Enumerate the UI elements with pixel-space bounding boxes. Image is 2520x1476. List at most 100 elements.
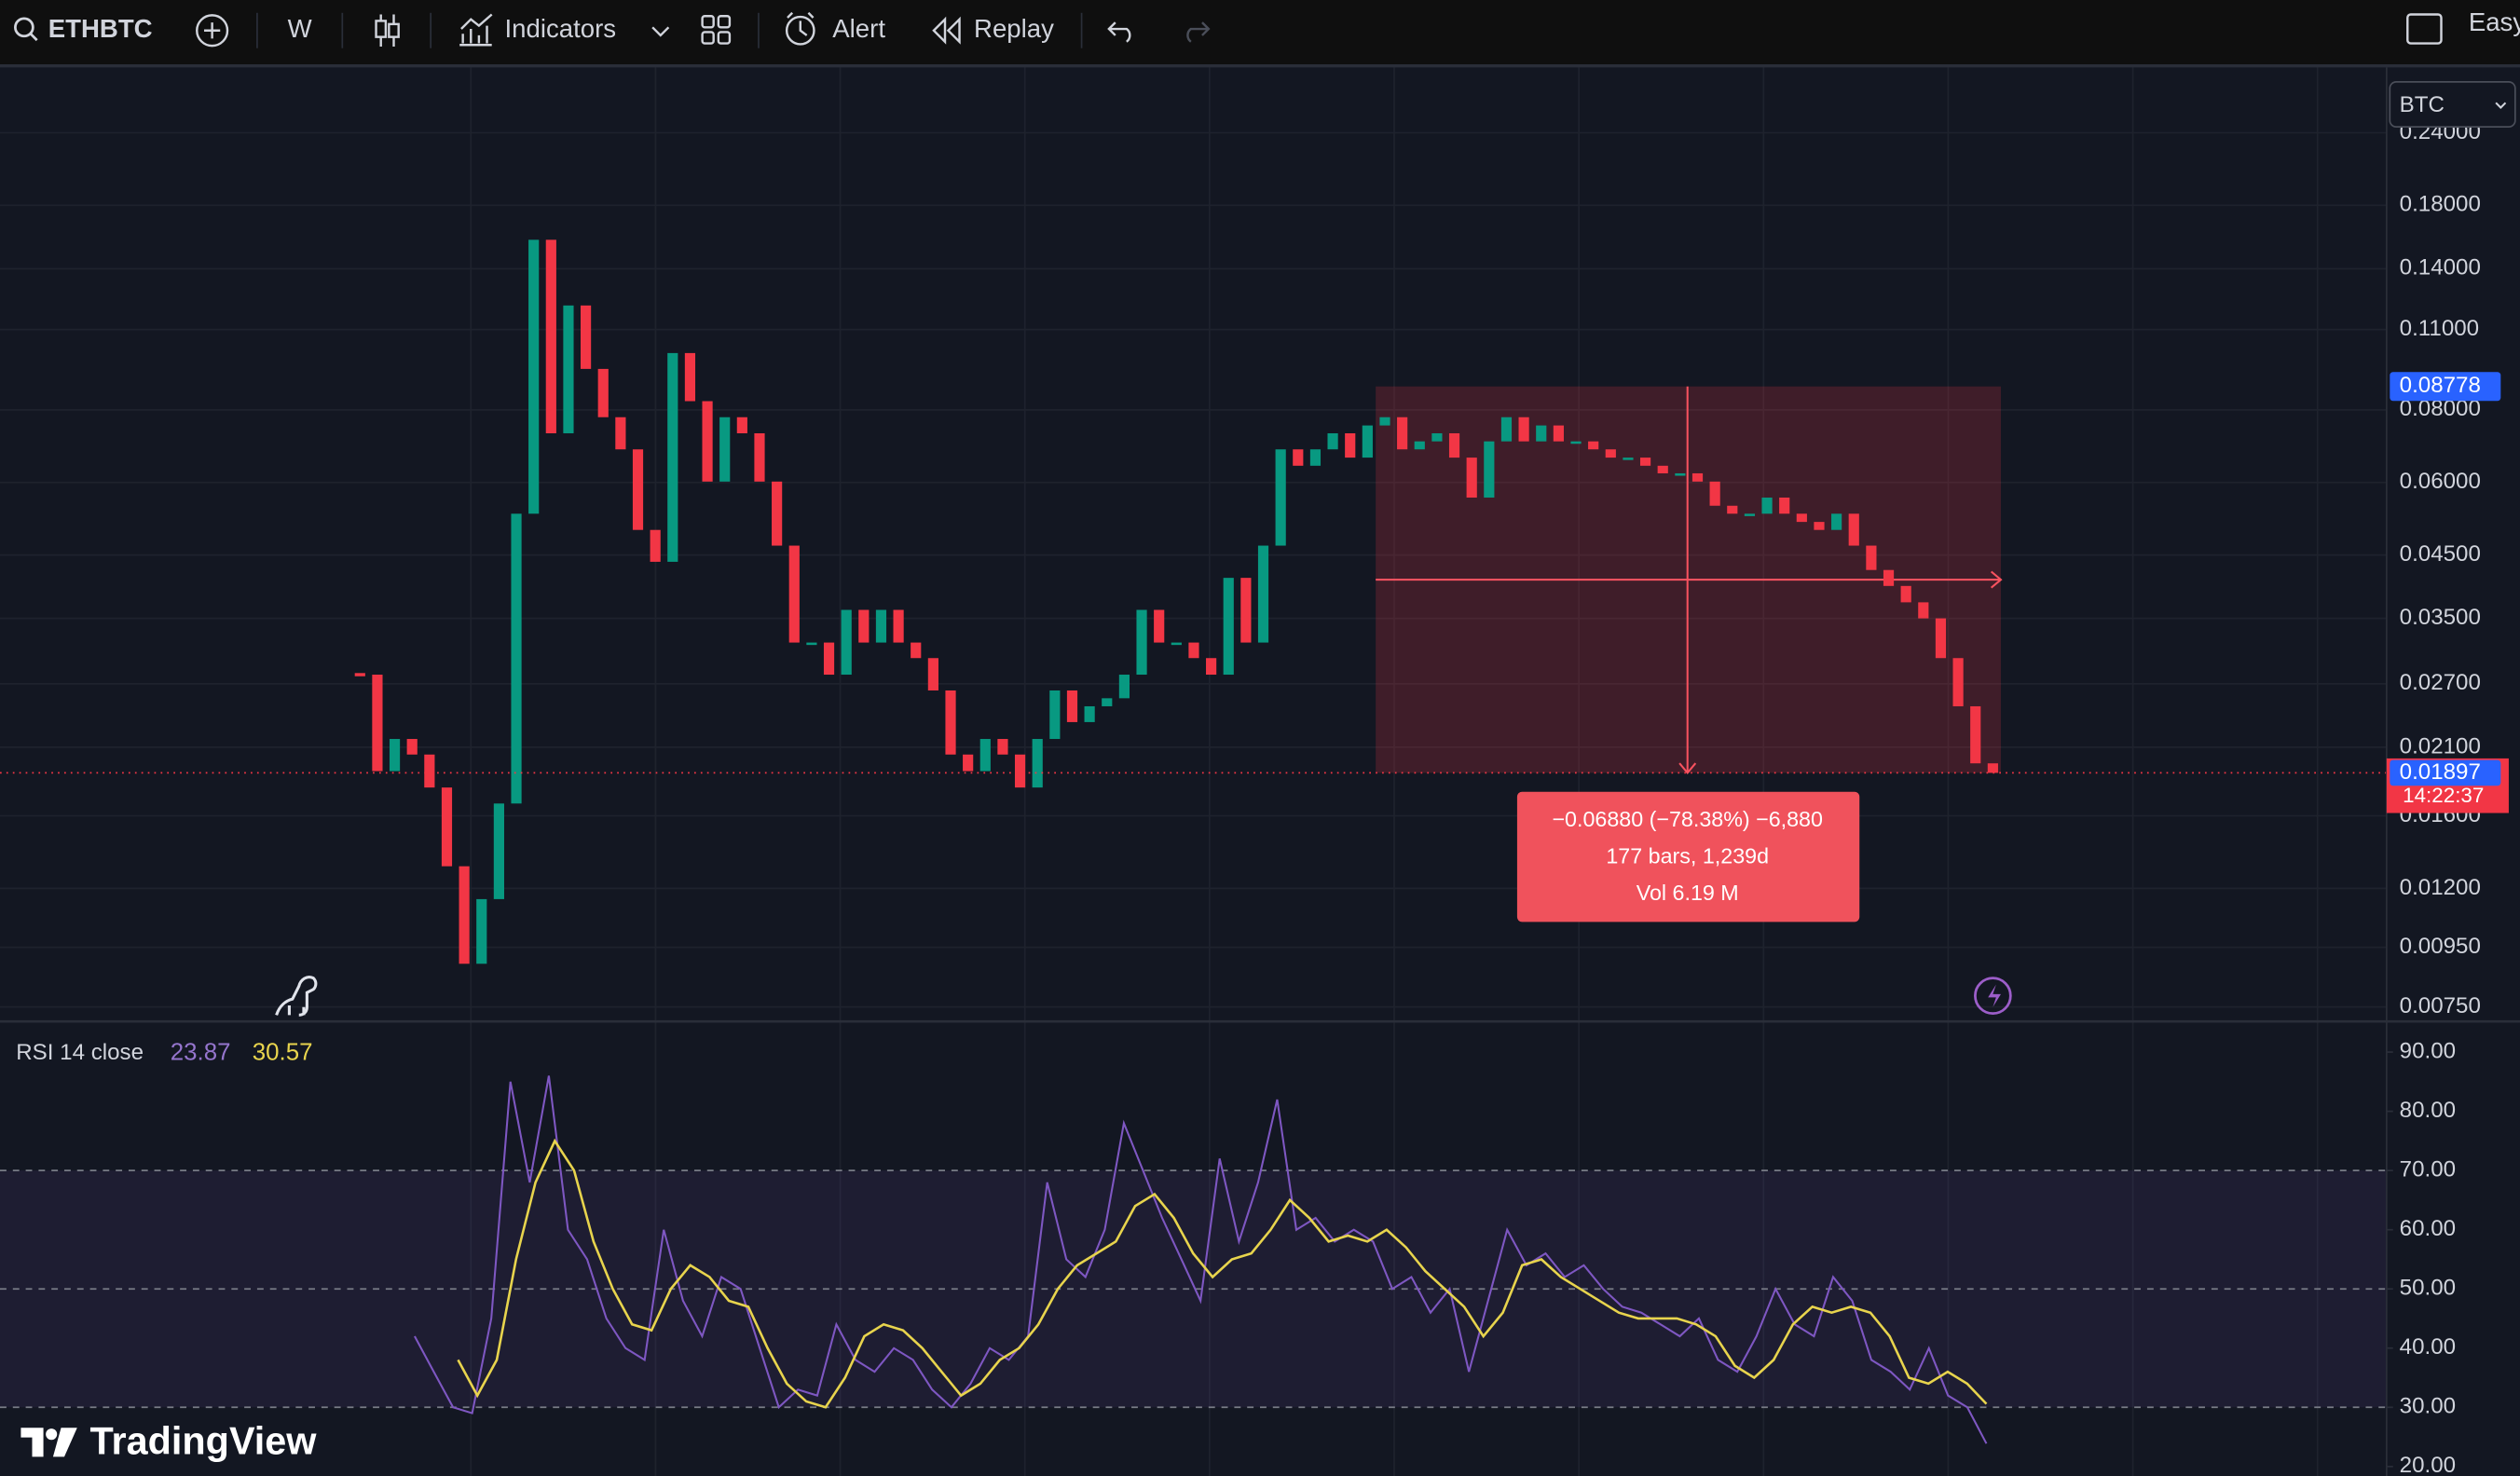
candle	[1431, 432, 1443, 442]
chevron	[2495, 102, 2507, 109]
candle	[1952, 658, 1964, 706]
lightning-button[interactable]	[1974, 977, 2012, 1015]
y-tick-label: 0.06000	[2400, 469, 2481, 494]
replay-button[interactable]: Replay	[932, 14, 1054, 45]
indicators-icon	[459, 13, 493, 47]
candle	[1484, 441, 1495, 498]
candle	[1240, 578, 1252, 643]
candle	[997, 739, 1008, 755]
measure-tooltip	[1516, 791, 1860, 922]
y-tick-label: 70.00	[2400, 1157, 2456, 1182]
candle	[597, 368, 609, 417]
candle	[1831, 513, 1842, 530]
candle	[1293, 449, 1304, 466]
candle	[911, 642, 922, 659]
candle	[1379, 417, 1390, 426]
fullscreen-button[interactable]	[2406, 13, 2443, 45]
search-icon	[29, 33, 38, 42]
brand-name: TradingView	[90, 1419, 318, 1462]
candle	[1570, 441, 1582, 444]
candle	[945, 690, 956, 755]
candle-icon	[375, 20, 388, 38]
candle	[963, 754, 974, 772]
price-label-box	[2390, 372, 2501, 402]
candle	[459, 866, 470, 964]
replay-icon	[932, 16, 961, 45]
candle	[772, 481, 783, 546]
y-tick-label: 0.00750	[2400, 993, 2481, 1018]
candle	[1014, 754, 1026, 788]
rsi-band	[0, 1170, 2387, 1408]
candle	[1102, 698, 1113, 706]
redo-button[interactable]	[1186, 21, 1211, 43]
candle	[823, 642, 835, 676]
candle	[563, 305, 574, 433]
indicators-label: Indicators	[504, 14, 616, 43]
y-tick-label: 0.02100	[2400, 733, 2481, 758]
y-tick-label: 30.00	[2400, 1394, 2456, 1419]
interval[interactable]: W	[288, 14, 312, 43]
candle	[1970, 705, 1981, 764]
rsi-value: 23.87	[171, 1040, 231, 1066]
candle	[858, 609, 870, 643]
compare-button[interactable]	[196, 14, 229, 48]
y-tick-label: 0.01200	[2400, 875, 2481, 900]
candle	[1188, 642, 1199, 659]
lightning-icon	[1988, 984, 2001, 1007]
indicators-button[interactable]: Indicators	[459, 13, 616, 47]
candle	[1466, 458, 1477, 498]
candle	[528, 239, 540, 514]
candle	[806, 642, 817, 646]
candle	[1639, 458, 1651, 466]
candle	[389, 739, 401, 772]
candle	[1171, 642, 1182, 646]
toolbar-bg	[0, 0, 2520, 66]
candle	[1448, 432, 1460, 458]
last-price: 0.01897	[2400, 759, 2481, 785]
candle	[702, 401, 713, 482]
candle	[667, 352, 678, 562]
brand-logo	[52, 1428, 77, 1457]
search-icon	[14, 17, 34, 38]
candle	[1118, 675, 1130, 699]
layout-label[interactable]: Easy	[2469, 7, 2520, 36]
candle	[1883, 569, 1895, 586]
chart-type-button[interactable]	[375, 14, 400, 47]
symbol-search[interactable]: ETHBTC	[14, 14, 153, 43]
candle	[1779, 497, 1790, 514]
candle	[372, 675, 383, 772]
y-tick-label: 0.04500	[2400, 541, 2481, 567]
candle	[1518, 417, 1529, 442]
y-tick-label: 0.18000	[2400, 192, 2481, 217]
indicators-dropdown[interactable]	[651, 26, 670, 37]
brand-logo	[46, 1428, 58, 1441]
lightning-icon	[1974, 977, 2012, 1015]
price-axis: 0.240000.180000.140000.110000.080000.060…	[2386, 119, 2509, 1476]
candle	[1727, 505, 1738, 514]
candle	[1866, 545, 1877, 570]
candle	[1500, 417, 1513, 442]
candle	[1744, 513, 1756, 516]
candle	[1257, 545, 1269, 643]
candle	[788, 545, 800, 643]
y-tick-label: 0.03500	[2400, 605, 2481, 630]
grid-icon	[717, 15, 732, 29]
y-tick-label: 90.00	[2400, 1038, 2456, 1063]
candle	[1345, 432, 1356, 458]
undo-button[interactable]	[1107, 21, 1131, 43]
candle	[719, 417, 731, 482]
currency-selector[interactable]: BTC	[2389, 81, 2516, 129]
alert-button[interactable]: Alert	[785, 11, 885, 46]
candle	[1553, 425, 1564, 442]
y-tick-label: 20.00	[2400, 1453, 2456, 1476]
candle	[581, 305, 592, 369]
candle	[441, 787, 453, 867]
candle	[1362, 425, 1373, 458]
candle	[493, 803, 504, 899]
alert-label: Alert	[832, 14, 885, 43]
candle	[406, 739, 418, 755]
candle	[1709, 481, 1720, 506]
templates-button[interactable]	[701, 15, 732, 45]
